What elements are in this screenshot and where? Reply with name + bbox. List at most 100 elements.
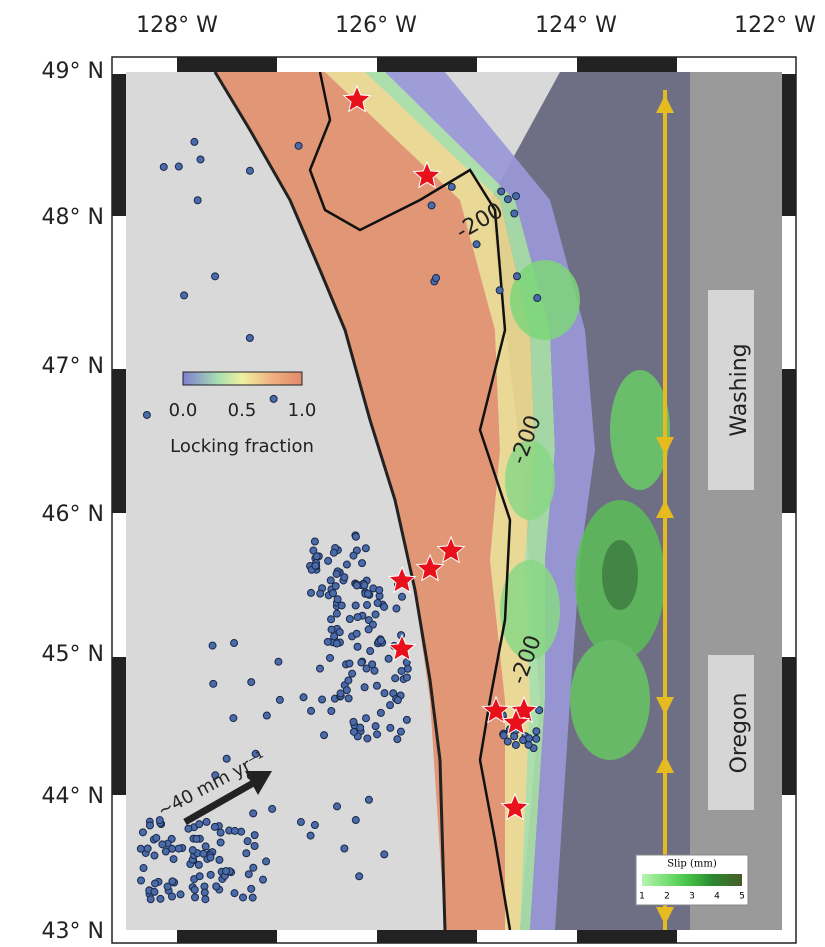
earthquake-dot	[356, 873, 363, 880]
earthquake-dot	[245, 871, 252, 878]
earthquake-dot	[191, 138, 198, 145]
earthquake-dot	[526, 735, 533, 742]
earthquake-dot	[276, 696, 283, 703]
earthquake-dot	[349, 670, 356, 677]
lat-label: 44° N	[42, 784, 104, 809]
earthquake-dot	[328, 708, 335, 715]
slip-legend-title: Slip (mm)	[667, 859, 717, 870]
earthquake-dot	[336, 629, 343, 636]
earthquake-dot	[364, 735, 371, 742]
earthquake-dot	[374, 731, 381, 738]
earthquake-dot	[316, 665, 323, 672]
earthquake-dot	[324, 638, 331, 645]
earthquake-dot	[250, 810, 257, 817]
earthquake-dot	[137, 845, 144, 852]
earthquake-dot	[138, 877, 145, 884]
earthquake-dot	[377, 637, 384, 644]
earthquake-dot	[223, 868, 230, 875]
earthquake-dot	[212, 273, 219, 280]
earthquake-dot	[196, 821, 203, 828]
earthquake-dot	[263, 858, 270, 865]
earthquake-dot	[359, 560, 366, 567]
earthquake-dot	[248, 885, 255, 892]
earthquake-dot	[333, 570, 340, 577]
earthquake-dot	[345, 695, 352, 702]
earthquake-dot	[365, 796, 372, 803]
earthquake-dot	[246, 167, 253, 174]
earthquake-dot	[393, 605, 400, 612]
earthquake-dot	[387, 702, 394, 709]
earthquake-dot	[381, 603, 388, 610]
earthquake-dot	[246, 334, 253, 341]
colorbar-tick: 0.0	[169, 400, 198, 421]
earthquake-dot	[346, 615, 353, 622]
earthquake-dot	[202, 896, 209, 903]
earthquake-dot	[433, 274, 440, 281]
earthquake-dot	[185, 825, 192, 832]
earthquake-dot	[332, 583, 339, 590]
earthquake-dot	[498, 188, 505, 195]
earthquake-dot	[330, 590, 337, 597]
earthquake-dot	[181, 292, 188, 299]
earthquake-dot	[341, 574, 348, 581]
earthquake-dot	[352, 533, 359, 540]
earthquake-dot	[197, 156, 204, 163]
earthquake-dot	[193, 835, 200, 842]
frame-segment	[577, 57, 677, 72]
colorbar-tick: 0.5	[228, 400, 257, 421]
earthquake-dot	[270, 395, 277, 402]
earthquake-dot	[403, 674, 410, 681]
earthquake-dot	[333, 640, 340, 647]
earthquake-dot	[157, 895, 164, 902]
earthquake-dot	[311, 822, 318, 829]
earthquake-dot	[372, 611, 379, 618]
earthquake-dot	[251, 832, 258, 839]
lat-label: 46° N	[42, 502, 104, 527]
earthquake-dot	[216, 856, 223, 863]
earthquake-dot	[207, 854, 214, 861]
earthquake-dot	[374, 599, 381, 606]
earthquake-dot	[164, 883, 171, 890]
earthquake-dot	[217, 829, 224, 836]
earthquake-dot	[217, 839, 224, 846]
earthquake-dot	[269, 805, 276, 812]
earthquake-dot	[512, 741, 519, 748]
earthquake-dot	[448, 183, 455, 190]
map-area: Washing Oregon -200 -200 -200 ~40 mm yr⁻…	[126, 72, 782, 930]
earthquake-dot	[200, 850, 207, 857]
earthquake-dot	[175, 845, 182, 852]
frame-segment	[782, 657, 796, 795]
slip-legend-tick: 2	[664, 892, 670, 902]
lat-label: 48° N	[42, 205, 104, 230]
earthquake-dot	[308, 589, 315, 596]
earthquake-dot	[160, 163, 167, 170]
earthquake-dot	[202, 843, 209, 850]
earthquake-dot	[364, 602, 371, 609]
earthquake-dot	[398, 667, 405, 674]
earthquake-dot	[376, 587, 383, 594]
earthquake-dot	[169, 893, 176, 900]
frame-segment	[377, 930, 477, 943]
earthquake-dot	[152, 880, 159, 887]
earthquake-dot	[317, 590, 324, 597]
earthquake-dot	[201, 889, 208, 896]
earthquake-dot	[365, 626, 372, 633]
earthquake-dot	[381, 851, 388, 858]
earthquake-dot	[196, 873, 203, 880]
earthquake-dot	[319, 696, 326, 703]
earthquake-dot	[175, 163, 182, 170]
earthquake-dot	[151, 888, 158, 895]
earthquake-dot	[496, 287, 503, 294]
earthquake-dot	[333, 610, 340, 617]
earthquake-dot	[334, 596, 341, 603]
earthquake-dot	[147, 896, 154, 903]
lon-label: 124° W	[535, 13, 617, 38]
lat-label: 45° N	[42, 642, 104, 667]
earthquake-dot	[223, 755, 230, 762]
lon-label: 126° W	[335, 13, 417, 38]
earthquake-dot	[307, 832, 314, 839]
state-label: Washing	[727, 343, 752, 436]
slip-legend-tick: 1	[639, 892, 645, 902]
earthquake-dot	[213, 883, 220, 890]
earthquake-dot	[428, 202, 435, 209]
